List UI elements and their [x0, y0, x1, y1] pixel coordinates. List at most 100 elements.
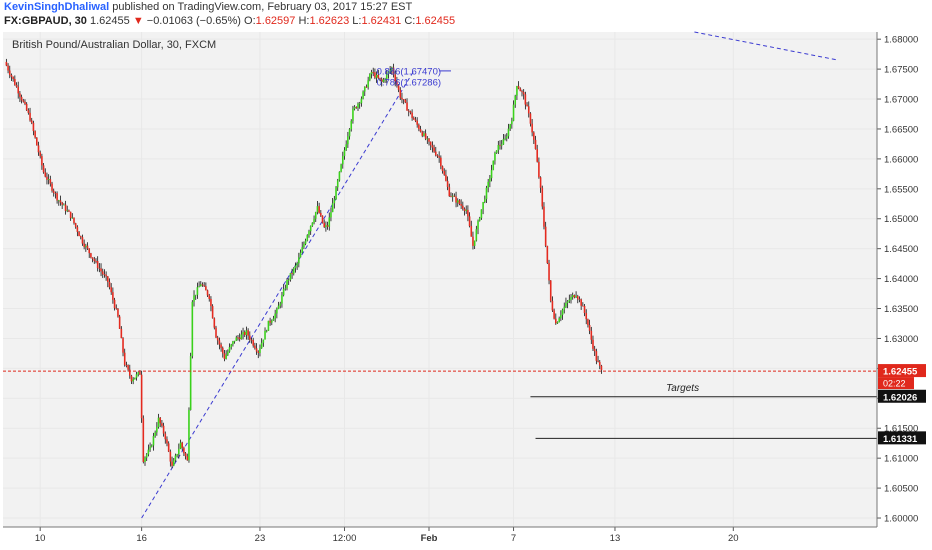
- candle-body: [118, 316, 121, 329]
- candle-body: [441, 166, 444, 172]
- candle-body: [183, 447, 185, 454]
- author-link[interactable]: KevinSinghDhaliwal: [4, 1, 110, 13]
- candle-body: [83, 243, 85, 247]
- price-chart[interactable]: British Pound/Australian Dollar, 30, FXC…: [0, 30, 932, 550]
- time-axis[interactable]: 10 16 23 12:00 Feb 7 13 20: [3, 526, 877, 544]
- candle-body: [291, 273, 293, 274]
- candle-body: [128, 369, 131, 376]
- candle-body: [463, 208, 466, 211]
- candle-body: [144, 457, 146, 462]
- candle-body: [546, 245, 549, 264]
- candle-body: [487, 181, 489, 188]
- x-tick-label: 13: [610, 533, 621, 544]
- candle-body: [429, 141, 432, 146]
- candle-body: [269, 320, 271, 323]
- candle-body: [538, 161, 540, 178]
- candle-body: [370, 72, 373, 75]
- x-tick-label: 16: [136, 533, 147, 544]
- candle-body: [421, 131, 424, 136]
- candle-body: [500, 144, 503, 146]
- trend-lines[interactable]: [141, 31, 839, 519]
- candle-body: [30, 120, 33, 123]
- candle-body: [42, 165, 45, 173]
- candle-body: [514, 95, 517, 105]
- current-price-label: 1.62455: [883, 367, 918, 378]
- candle-body: [172, 460, 175, 466]
- candle-body: [455, 196, 457, 203]
- candle-body: [36, 137, 38, 146]
- candle-body: [272, 318, 275, 321]
- candle-body: [483, 199, 486, 203]
- candle-body: [145, 454, 148, 458]
- candle-body: [294, 265, 297, 269]
- candle-body: [216, 337, 219, 341]
- candle-body: [66, 210, 69, 212]
- candle-body: [103, 274, 106, 275]
- candle-body: [115, 307, 118, 309]
- y-tick-label: 1.63500: [884, 304, 918, 315]
- candle-body: [107, 276, 109, 282]
- trend-line[interactable]: [694, 31, 839, 61]
- candle-body: [88, 248, 91, 254]
- candle-body: [63, 204, 65, 206]
- candle-body: [240, 334, 243, 340]
- candle-body: [598, 361, 601, 366]
- candle-body: [95, 260, 97, 262]
- trend-line[interactable]: [141, 70, 415, 519]
- candle-body: [531, 123, 533, 133]
- candle-body: [544, 226, 547, 246]
- candle-body: [292, 268, 295, 274]
- candle-body: [314, 212, 317, 219]
- candle-body: [497, 144, 500, 151]
- candle-body: [333, 199, 336, 204]
- candle-body: [595, 351, 598, 361]
- candle-body: [406, 102, 408, 111]
- fib-label: 0.786(1.67286): [377, 77, 441, 88]
- candle-body: [433, 147, 435, 152]
- candle-body: [79, 236, 82, 238]
- candle-body: [490, 170, 493, 179]
- candle-body: [472, 236, 474, 246]
- candle-body: [340, 164, 342, 172]
- candle-body: [20, 96, 23, 101]
- candle-body: [19, 93, 21, 97]
- candle-body: [404, 99, 407, 103]
- candle-body: [560, 314, 562, 319]
- candle-body: [436, 155, 439, 157]
- candle-body: [504, 138, 506, 140]
- candle-body: [348, 129, 351, 137]
- candle-body: [391, 67, 393, 71]
- y-tick-label: 1.60500: [884, 484, 918, 495]
- candle-body: [282, 289, 285, 296]
- candle-body: [418, 124, 420, 130]
- candle-body: [250, 339, 253, 341]
- candle-body: [470, 226, 473, 237]
- candle-body: [516, 86, 518, 96]
- price-axis[interactable]: 1.600001.605001.610001.615001.620001.625…: [876, 32, 926, 527]
- candle-body: [308, 231, 310, 236]
- candle-body: [320, 212, 322, 216]
- candle-body: [350, 120, 353, 130]
- candle-body: [382, 79, 385, 82]
- candle-body: [593, 348, 596, 352]
- candle-body: [517, 86, 520, 89]
- candle-body: [336, 180, 339, 188]
- symbol-label: FX:GBPAUD, 30: [4, 15, 87, 27]
- candle-body: [477, 220, 479, 230]
- candle-body: [565, 302, 567, 307]
- y-tick-label: 1.67000: [884, 95, 918, 106]
- candle-body: [524, 94, 527, 105]
- candle-body: [438, 156, 440, 158]
- candle-body: [52, 190, 55, 193]
- candle-body: [41, 156, 43, 166]
- candle-body: [7, 65, 9, 71]
- candle-body: [468, 216, 471, 227]
- candle-body: [570, 296, 572, 300]
- candle-body: [411, 112, 413, 118]
- last-price: 1.62455: [89, 15, 130, 27]
- candle-body: [188, 409, 190, 461]
- candle-body: [321, 215, 324, 223]
- candle-body: [543, 206, 545, 227]
- y-tick-label: 1.60000: [884, 514, 918, 525]
- candle-body: [592, 339, 594, 349]
